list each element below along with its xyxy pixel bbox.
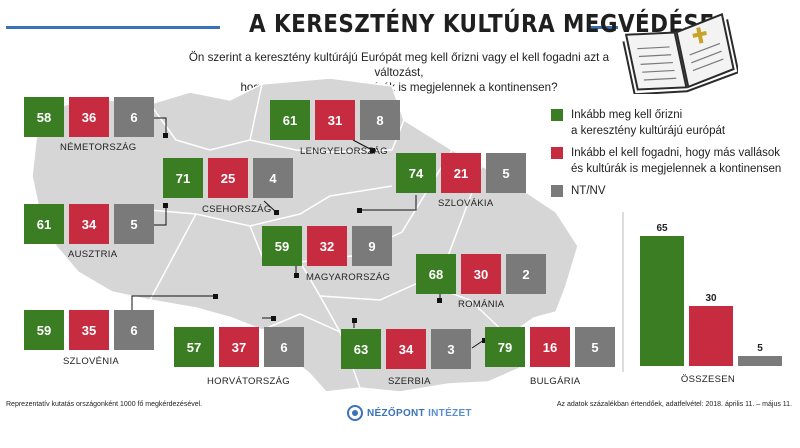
legend-label-keep: Inkább meg kell őrizni a keresztény kult… [571, 109, 726, 137]
value-nt: 8 [360, 100, 400, 140]
country-values-szlovakia: 74 21 5 [396, 153, 526, 193]
value-keep: 74 [396, 153, 436, 193]
value-nt: 5 [486, 153, 526, 193]
country-values-romania: 68 30 2 [416, 254, 546, 294]
value-keep: 61 [24, 204, 64, 244]
value-accept: 16 [530, 327, 570, 367]
value-keep: 61 [270, 100, 310, 140]
value-accept: 25 [208, 158, 248, 198]
value-keep: 58 [24, 97, 64, 137]
logo-sub: INTÉZET [428, 407, 472, 419]
country-values-lengyelorszag: 61 31 8 [270, 100, 400, 140]
country-label-magyarorszag: MAGYARORSZÁG [306, 272, 391, 283]
legend-swatch-nt [551, 185, 563, 197]
value-accept: 34 [69, 204, 109, 244]
summary-value-nt: 5 [757, 343, 763, 354]
value-nt: 9 [352, 226, 392, 266]
value-accept: 30 [461, 254, 501, 294]
value-nt: 6 [264, 327, 304, 367]
value-accept: 21 [441, 153, 481, 193]
country-label-romania: ROMÁNIA [458, 299, 505, 310]
subtitle-line-1: Ön szerint a keresztény kultúrájú Európá… [188, 51, 610, 79]
summary-bar-accept [689, 306, 733, 366]
value-nt: 3 [431, 329, 471, 369]
value-nt: 2 [506, 254, 546, 294]
country-values-horvatorszag: 57 37 6 [174, 327, 304, 367]
country-label-szerbia: SZERBIA [388, 376, 431, 387]
country-label-nemetorszag: NÉMETORSZÁG [60, 142, 137, 153]
country-values-szlovenia: 59 35 6 [24, 310, 154, 350]
value-keep: 63 [341, 329, 381, 369]
country-values-bulgaria: 79 16 5 [485, 327, 615, 367]
book-icon [622, 12, 738, 94]
legend-swatch-accept [551, 147, 563, 159]
country-values-nemetorszag: 58 36 6 [24, 97, 154, 137]
value-accept: 35 [69, 310, 109, 350]
value-nt: 5 [114, 204, 154, 244]
legend-label-accept: Inkább el kell fogadni, hogy más valláso… [571, 147, 782, 175]
country-label-horvatorszag: HORVÁTORSZÁG [207, 376, 290, 387]
country-values-ausztria: 61 34 5 [24, 204, 154, 244]
logo-main: NÉZŐPONT [367, 407, 425, 419]
country-values-magyarorszag: 59 32 9 [262, 226, 392, 266]
footer-note-right: Az adatok százalékban értendőek, adatfel… [556, 401, 792, 408]
value-accept: 36 [69, 97, 109, 137]
footer-note-left: Reprezentatív kutatás országonként 1000 … [6, 401, 203, 408]
value-nt: 6 [114, 310, 154, 350]
summary-bar-nt [738, 356, 782, 366]
country-label-szlovenia: SZLOVÉNIA [63, 356, 120, 367]
legend-item-keep: Inkább meg kell őrizni a keresztény kult… [551, 107, 725, 139]
logo-icon [347, 405, 363, 421]
summary-bar-keep [640, 236, 684, 366]
value-nt: 6 [114, 97, 154, 137]
value-accept: 31 [315, 100, 355, 140]
legend-label-nt: NT/NV [571, 185, 606, 197]
value-keep: 59 [262, 226, 302, 266]
value-accept: 34 [386, 329, 426, 369]
summary-axis-label: ÖSSZESEN [681, 374, 735, 385]
value-keep: 68 [416, 254, 456, 294]
country-label-lengyelorszag: LENGYELORSZÁG [300, 146, 388, 157]
value-keep: 71 [163, 158, 203, 198]
nezopont-logo: NÉZŐPONT INTÉZET [347, 405, 472, 421]
value-nt: 5 [575, 327, 615, 367]
legend-item-accept: Inkább el kell fogadni, hogy más valláso… [551, 145, 781, 177]
country-label-csehorszag: CSEHORSZÁG [202, 204, 272, 215]
logo-text: NÉZŐPONT INTÉZET [367, 408, 472, 419]
summary-value-keep: 65 [656, 223, 668, 234]
summary-value-accept: 30 [705, 293, 717, 304]
value-keep: 79 [485, 327, 525, 367]
country-label-ausztria: AUSZTRIA [68, 249, 118, 260]
value-accept: 37 [219, 327, 259, 367]
country-label-szlovakia: SZLOVÁKIA [438, 198, 494, 209]
value-keep: 57 [174, 327, 214, 367]
country-values-szerbia: 63 34 3 [341, 329, 471, 369]
legend-item-nt: NT/NV [551, 183, 606, 199]
value-nt: 4 [253, 158, 293, 198]
legend-swatch-keep [551, 109, 563, 121]
country-values-csehorszag: 71 25 4 [163, 158, 293, 198]
country-label-bulgaria: BULGÁRIA [530, 376, 581, 387]
title-rule-right [588, 26, 618, 29]
value-keep: 59 [24, 310, 64, 350]
value-accept: 32 [307, 226, 347, 266]
title-rule-left [6, 26, 220, 29]
